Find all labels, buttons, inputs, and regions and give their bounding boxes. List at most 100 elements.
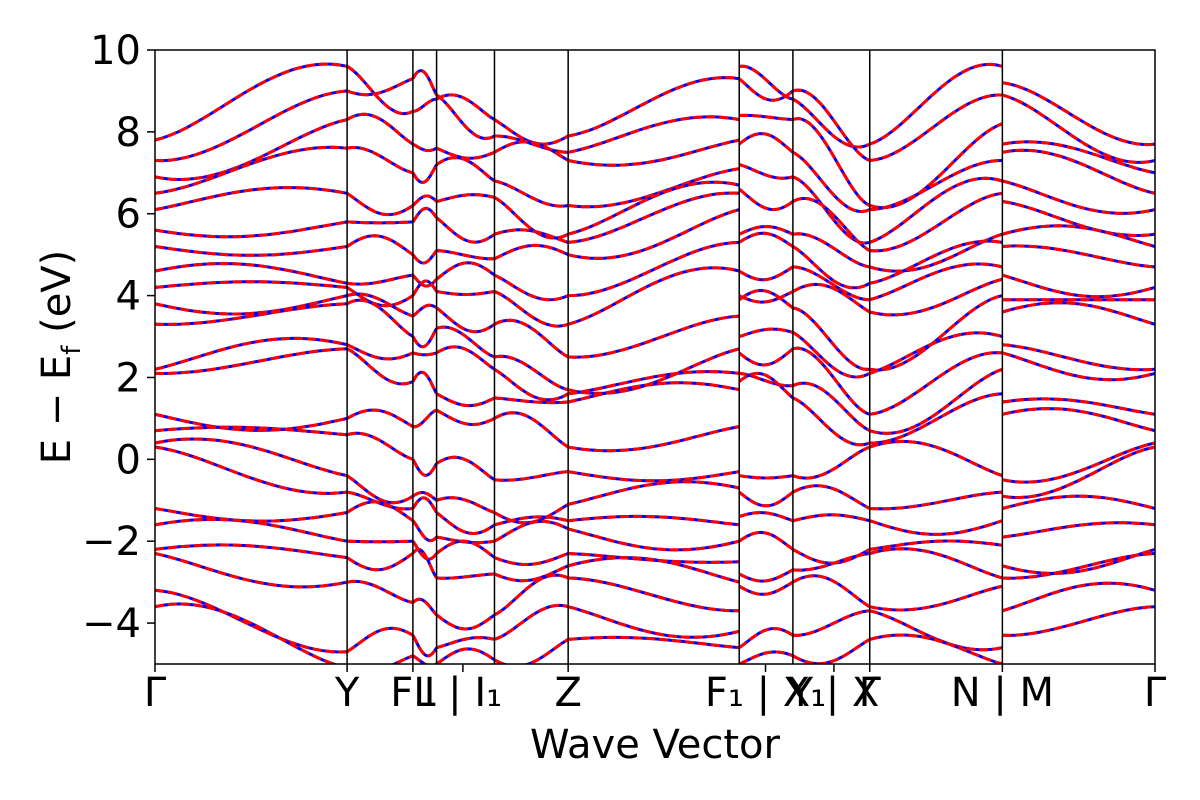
band-line bbox=[346, 65, 414, 116]
band-line bbox=[411, 194, 438, 207]
band-line bbox=[346, 298, 414, 338]
y-tick-label: 2 bbox=[116, 355, 141, 401]
band-line-reference bbox=[494, 228, 569, 244]
band-line bbox=[792, 638, 871, 664]
band-line bbox=[792, 282, 871, 314]
band-line bbox=[346, 273, 414, 286]
band-line bbox=[568, 240, 740, 298]
band-line bbox=[155, 412, 348, 432]
band-line bbox=[412, 491, 438, 502]
band-line-reference bbox=[567, 208, 740, 260]
band-line-reference bbox=[869, 351, 1003, 416]
band-line-reference bbox=[435, 647, 496, 664]
band-line bbox=[869, 62, 1003, 146]
band-line-reference bbox=[155, 89, 348, 163]
band-line bbox=[738, 77, 794, 102]
band-line-reference bbox=[346, 146, 414, 175]
band-line bbox=[346, 626, 414, 653]
band-line bbox=[738, 231, 794, 248]
band-line bbox=[567, 425, 740, 453]
band-line bbox=[435, 216, 496, 244]
kpoint-label: Y | X bbox=[788, 670, 880, 716]
band-line-reference bbox=[869, 176, 1003, 244]
band-line-reference bbox=[792, 306, 870, 371]
band-line bbox=[155, 118, 348, 182]
band-line bbox=[792, 552, 870, 572]
band-line bbox=[568, 576, 740, 613]
band-line bbox=[155, 552, 348, 589]
band-line bbox=[155, 280, 348, 289]
band-line-reference bbox=[494, 179, 569, 208]
band-line-reference bbox=[493, 411, 570, 449]
band-line bbox=[390, 654, 414, 664]
band-line bbox=[155, 145, 348, 195]
y-tick-label: 10 bbox=[90, 28, 141, 74]
band-line-reference bbox=[1002, 343, 1155, 372]
band-line bbox=[1001, 273, 1155, 299]
band-line bbox=[411, 249, 438, 265]
band-line bbox=[494, 354, 569, 392]
y-tick-label: 6 bbox=[116, 192, 141, 238]
band-line bbox=[435, 647, 496, 664]
band-line-reference bbox=[155, 552, 348, 589]
band-line bbox=[567, 76, 740, 138]
band-line bbox=[567, 480, 740, 506]
band-line bbox=[738, 288, 794, 310]
band-line bbox=[411, 279, 438, 297]
band-line bbox=[869, 232, 1003, 273]
band-line-reference bbox=[346, 65, 414, 116]
band-line bbox=[346, 234, 414, 256]
band-line bbox=[436, 636, 495, 650]
band-line bbox=[869, 392, 1003, 445]
band-line bbox=[738, 163, 794, 180]
band-line bbox=[869, 294, 1003, 372]
band-line bbox=[493, 573, 569, 617]
band-line bbox=[347, 220, 413, 225]
band-line bbox=[738, 490, 794, 508]
band-line bbox=[792, 396, 871, 447]
band-line bbox=[412, 97, 437, 113]
band-line bbox=[869, 547, 1003, 580]
band-line bbox=[738, 188, 794, 212]
band-line bbox=[155, 89, 348, 163]
band-line-reference bbox=[738, 580, 794, 596]
band-line bbox=[792, 245, 871, 290]
band-line bbox=[411, 458, 438, 477]
band-line bbox=[412, 142, 438, 153]
band-line-reference bbox=[494, 515, 569, 527]
band-line bbox=[792, 97, 871, 149]
y-axis-ticks: 10 8 6 4 2 0 −2 −4 bbox=[82, 28, 155, 647]
band-line-reference bbox=[1002, 407, 1155, 433]
band-line bbox=[155, 294, 348, 316]
band-line bbox=[738, 474, 794, 480]
band-line bbox=[567, 527, 740, 552]
band-line bbox=[792, 574, 871, 608]
kpoint-label: Γ bbox=[144, 670, 167, 716]
band-line bbox=[411, 540, 438, 561]
band-line bbox=[567, 470, 740, 483]
band-line bbox=[869, 262, 1003, 302]
kpoint-boundary-lines bbox=[346, 50, 1004, 664]
y-axis-title: E − Ef (eV) bbox=[34, 250, 87, 465]
band-line bbox=[155, 245, 348, 257]
band-line bbox=[869, 439, 1003, 478]
band-line bbox=[738, 650, 794, 664]
band-line bbox=[493, 118, 569, 146]
band-line-reference bbox=[738, 490, 794, 508]
band-line-reference bbox=[738, 231, 794, 248]
band-line bbox=[435, 93, 496, 121]
band-line bbox=[493, 140, 569, 162]
band-line bbox=[792, 346, 871, 416]
band-line bbox=[792, 197, 871, 252]
band-line bbox=[869, 539, 1003, 551]
band-line bbox=[1002, 224, 1155, 248]
band-line bbox=[411, 69, 438, 96]
band-line bbox=[1002, 605, 1155, 637]
band-line-reference bbox=[1002, 547, 1155, 575]
band-line bbox=[346, 474, 414, 505]
band-line bbox=[436, 572, 495, 580]
band-line bbox=[738, 580, 794, 596]
kpoint-label: FL bbox=[390, 670, 436, 716]
band-line bbox=[435, 392, 496, 408]
band-line bbox=[792, 445, 871, 480]
